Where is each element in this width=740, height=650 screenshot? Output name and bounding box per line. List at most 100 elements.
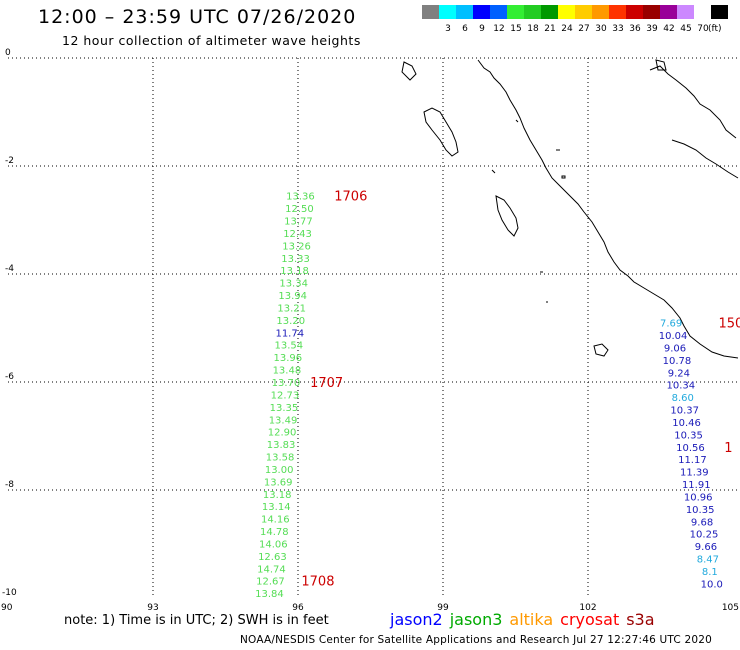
swh-value-label: 13.18 <box>280 266 309 277</box>
color-swatch <box>558 5 575 19</box>
swh-value-label: 13.26 <box>282 241 311 252</box>
lat-tick-label: -4 <box>5 264 14 274</box>
swh-value-label: 10.96 <box>684 492 713 503</box>
swh-value-label: 9.66 <box>695 542 717 553</box>
swh-value-label: 14.06 <box>259 539 288 550</box>
lat-tick-label: -10 <box>2 588 17 598</box>
color-swatch <box>524 5 541 19</box>
color-scale-tick-label: 9 <box>479 24 485 34</box>
swh-value-label: 13.96 <box>274 353 303 364</box>
coastline <box>401 59 739 359</box>
color-scale-tick-label: 21 <box>544 24 556 34</box>
satellite-legend-jason3: jason3 <box>449 610 503 629</box>
swh-value-label: 8.1 <box>702 567 718 578</box>
color-swatch <box>694 5 711 19</box>
swh-value-label: 13.69 <box>264 477 293 488</box>
swh-value-label: 13.58 <box>266 453 295 464</box>
sumatra-coast <box>477 59 739 359</box>
satellite-legend-jason2: jason2 <box>390 610 443 629</box>
swh-value-label: 14.78 <box>260 527 289 538</box>
lat-tick-label: -8 <box>5 480 14 490</box>
swh-value-label: 11.39 <box>680 468 709 479</box>
axis-labels: 0 -2 -4 -6 -8 -10 90 93 96 99 102 105 <box>1 48 739 613</box>
color-swatch <box>439 5 456 19</box>
lat-tick-label: 0 <box>5 48 11 58</box>
swh-value-label: 12.43 <box>283 229 312 240</box>
color-scale-tick-label: 45 <box>680 24 692 34</box>
swh-value-label: 10.78 <box>663 356 692 367</box>
color-swatch <box>660 5 677 19</box>
swh-value-label: 13.48 <box>273 366 302 377</box>
swh-value-label: 13.94 <box>278 291 307 302</box>
islet-marks <box>491 119 566 303</box>
color-scale-tick-label: 39 <box>646 24 658 34</box>
swh-value-label: 10.37 <box>670 406 699 417</box>
color-scale-tick-label: 30 <box>595 24 607 34</box>
swh-value-label: 8.60 <box>672 393 694 404</box>
swh-value-label: 11.17 <box>678 455 707 466</box>
satellite-legend: jason2 jason3 altika cryosat s3a <box>390 610 662 629</box>
color-scale-unit: (ft) <box>708 24 722 34</box>
swh-value-label: 12.67 <box>256 577 285 588</box>
swh-value-label: 13.21 <box>277 303 306 314</box>
lat-lon-grid <box>8 57 740 598</box>
color-scale-tick-label: 6 <box>462 24 468 34</box>
swh-value-label: 10.35 <box>674 430 703 441</box>
color-swatch <box>677 5 694 19</box>
color-swatch <box>473 5 490 19</box>
color-scale-tick-label: 3 <box>445 24 451 34</box>
chart-subtitle: 12 hour collection of altimeter wave hei… <box>62 33 361 48</box>
chart-title: 12:00 – 23:59 UTC 07/26/2020 <box>38 6 357 28</box>
units-note: note: 1) Time is in UTC; 2) SWH is in fe… <box>64 613 329 628</box>
nias-island <box>495 195 519 237</box>
color-swatch <box>626 5 643 19</box>
swh-value-label: 14.74 <box>257 564 286 575</box>
pass-time-label: 1707 <box>310 376 343 391</box>
swh-value-label: 12.73 <box>271 390 300 401</box>
swh-value-label: 10.04 <box>659 331 688 342</box>
color-scale-tick-label: 36 <box>629 24 641 34</box>
pass-time-label: 1708 <box>301 575 334 590</box>
color-scale-tick-label: 42 <box>663 24 675 34</box>
swh-value-label: 9.24 <box>668 368 690 379</box>
satellite-legend-s3a: s3a <box>626 610 655 629</box>
lon-tick-label: 93 <box>147 603 158 613</box>
swh-value-label: 13.49 <box>269 415 298 426</box>
swh-value-label: 13.84 <box>255 589 284 600</box>
color-swatch <box>609 5 626 19</box>
swh-value-label: 10.56 <box>676 443 705 454</box>
swh-value-label: 13.34 <box>279 279 308 290</box>
swh-value-label: 10.46 <box>672 418 701 429</box>
lon-tick-label: 105 <box>722 603 739 613</box>
color-scale-tick-label: 27 <box>578 24 590 34</box>
lat-tick-label: -2 <box>5 156 14 166</box>
color-swatch <box>490 5 507 19</box>
color-swatch <box>643 5 660 19</box>
swh-value-label: 13.77 <box>284 217 313 228</box>
enggano-island <box>593 343 609 357</box>
swh-value-label: 10.0 <box>701 579 723 590</box>
satellite-legend-altika: altika <box>509 610 554 629</box>
swh-value-label: 13.20 <box>276 316 305 327</box>
altimeter-tracks: 13.3612.5013.7712.4313.2613.3313.1813.34… <box>255 190 740 600</box>
color-swatch <box>456 5 473 19</box>
color-scale-tick-label: 33 <box>612 24 624 34</box>
color-swatch <box>422 5 439 19</box>
swh-value-label: 7.69 <box>660 319 682 330</box>
swh-value-label: 13.18 <box>263 490 292 501</box>
swh-value-label: 13.83 <box>267 440 296 451</box>
swh-value-label: 11.91 <box>682 480 711 491</box>
pass-time-label: 1508 <box>719 317 740 332</box>
lon-tick-label: 99 <box>437 603 449 613</box>
color-swatch <box>575 5 592 19</box>
small-islands-north <box>401 59 667 81</box>
color-scale-tick-label: 24 <box>561 24 573 34</box>
color-scale-tick-label: 15 <box>510 24 522 34</box>
swh-value-label: 8.47 <box>697 555 719 566</box>
color-scale-tick-label: 12 <box>493 24 505 34</box>
color-swatch <box>507 5 524 19</box>
swh-value-label: 13.00 <box>265 465 294 476</box>
swh-value-label: 13.70 <box>272 378 301 389</box>
color-scale-tick-label: 70 <box>697 24 709 34</box>
